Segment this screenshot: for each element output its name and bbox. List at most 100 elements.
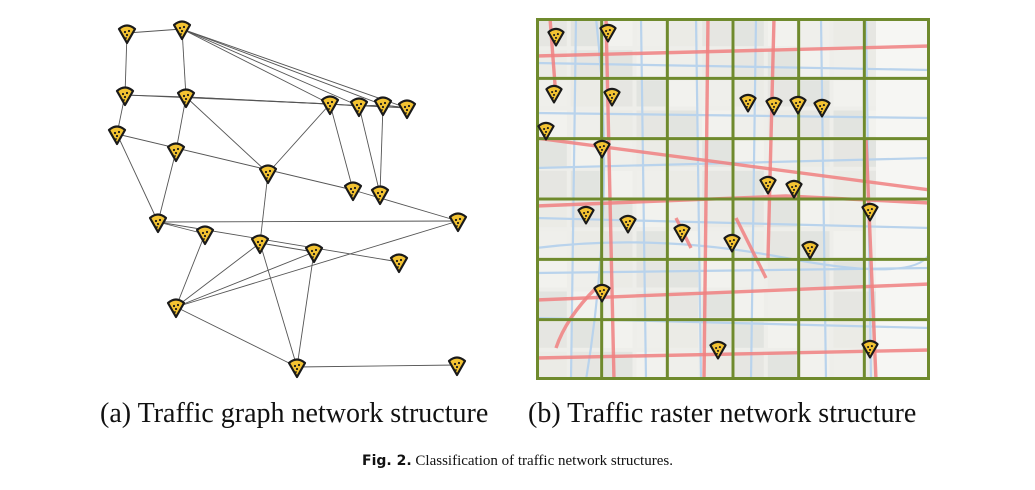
map-block bbox=[669, 140, 699, 167]
raster-map-svg bbox=[536, 18, 930, 380]
raster-nodes bbox=[537, 23, 879, 360]
graph-edge bbox=[157, 150, 177, 223]
graph-edge bbox=[259, 172, 269, 244]
graph-edge bbox=[259, 242, 315, 253]
map-block bbox=[669, 170, 699, 197]
map-block bbox=[570, 321, 600, 348]
graph-edge bbox=[296, 364, 458, 368]
graph-edge bbox=[175, 220, 459, 308]
map-block bbox=[833, 140, 863, 167]
graph-node-map-pin-icon bbox=[304, 243, 324, 264]
graph-node-map-pin-icon bbox=[397, 99, 417, 120]
graph-edge bbox=[185, 96, 269, 174]
map-block bbox=[538, 170, 567, 197]
graph-edge bbox=[126, 28, 183, 34]
map-block bbox=[800, 20, 830, 47]
map-block bbox=[538, 351, 567, 378]
graph-node-map-pin-icon bbox=[115, 86, 135, 107]
map-block bbox=[767, 351, 797, 378]
graph-edge bbox=[181, 28, 408, 109]
map-block bbox=[570, 261, 600, 288]
raster-node-map-pin-icon bbox=[765, 96, 783, 116]
raster-node-map-pin-icon bbox=[759, 175, 777, 195]
graph-edge bbox=[181, 28, 384, 106]
graph-edge bbox=[124, 94, 331, 105]
raster-node-map-pin-icon bbox=[861, 339, 879, 359]
map-block bbox=[767, 261, 797, 288]
map-block bbox=[833, 261, 863, 288]
map-block bbox=[570, 170, 600, 197]
raster-node-map-pin-icon bbox=[593, 283, 611, 303]
graph-edge bbox=[181, 28, 331, 105]
map-block bbox=[767, 231, 797, 258]
map-block bbox=[538, 261, 567, 288]
map-block bbox=[833, 110, 863, 137]
raster-node-map-pin-icon bbox=[813, 98, 831, 118]
map-block bbox=[603, 321, 633, 348]
raster-node-map-pin-icon bbox=[619, 214, 637, 234]
graph-node-map-pin-icon bbox=[148, 213, 168, 234]
raster-node-map-pin-icon bbox=[599, 23, 617, 43]
map-block bbox=[669, 321, 699, 348]
map-block bbox=[702, 291, 731, 318]
graph-node-map-pin-icon bbox=[287, 358, 307, 379]
graph-node-map-pin-icon bbox=[320, 95, 340, 116]
raster-node-map-pin-icon bbox=[603, 87, 621, 107]
graph-node-map-pin-icon bbox=[117, 24, 137, 45]
graph-edge bbox=[352, 189, 459, 222]
map-block bbox=[833, 20, 863, 47]
graph-node-map-pin-icon bbox=[195, 225, 215, 246]
major-road bbox=[536, 194, 930, 208]
map-block bbox=[735, 321, 764, 348]
map-block bbox=[800, 110, 830, 137]
graph-node-map-pin-icon bbox=[258, 164, 278, 185]
map-block bbox=[669, 80, 699, 107]
graph-edge bbox=[175, 306, 298, 368]
graph-edge bbox=[175, 242, 261, 308]
caption-panel-b: (b) Traffic raster network structure bbox=[528, 398, 917, 429]
graph-node-map-pin-icon bbox=[176, 88, 196, 109]
figure-label: Fig. 2. bbox=[362, 453, 412, 469]
map-block bbox=[603, 261, 633, 288]
graph-edges bbox=[116, 28, 459, 368]
map-block bbox=[538, 140, 567, 167]
raster-node-map-pin-icon bbox=[709, 340, 727, 360]
map-block bbox=[538, 291, 567, 318]
map-block bbox=[767, 201, 797, 228]
graph-node-map-pin-icon bbox=[343, 181, 363, 202]
map-block bbox=[833, 291, 863, 318]
raster-node-map-pin-icon bbox=[785, 179, 803, 199]
graph-nodes bbox=[107, 20, 468, 379]
graph-node-map-pin-icon bbox=[389, 253, 409, 274]
graph-edge bbox=[175, 251, 315, 308]
raster-node-map-pin-icon bbox=[545, 84, 563, 104]
graph-node-map-pin-icon bbox=[447, 356, 467, 377]
graph-edge bbox=[116, 133, 159, 223]
raster-node-map-pin-icon bbox=[547, 27, 565, 47]
map-block bbox=[669, 50, 699, 77]
graph-edge bbox=[181, 28, 187, 98]
graph-edge bbox=[267, 103, 331, 174]
graph-node-map-pin-icon bbox=[172, 20, 192, 41]
figure-caption-text: Classification of traffic network struct… bbox=[415, 453, 673, 469]
traffic-graph-diagram bbox=[107, 20, 468, 379]
caption-panel-a: (a) Traffic graph network structure bbox=[100, 398, 489, 429]
graph-node-map-pin-icon bbox=[349, 97, 369, 118]
traffic-raster-map bbox=[536, 18, 930, 380]
raster-node-map-pin-icon bbox=[593, 139, 611, 159]
graph-edge bbox=[157, 221, 400, 263]
graph-edge bbox=[116, 133, 354, 191]
map-block bbox=[636, 170, 666, 197]
map-block bbox=[833, 231, 863, 258]
raster-node-map-pin-icon bbox=[739, 93, 757, 113]
map-block bbox=[669, 261, 699, 288]
map-block bbox=[800, 201, 830, 228]
map-block bbox=[669, 20, 699, 47]
map-block bbox=[767, 321, 797, 348]
minor-road bbox=[536, 241, 930, 271]
raster-node-map-pin-icon bbox=[537, 121, 555, 141]
graph-edge bbox=[157, 220, 459, 223]
map-block bbox=[636, 261, 666, 288]
map-block bbox=[767, 291, 797, 318]
graph-edge bbox=[175, 233, 206, 308]
